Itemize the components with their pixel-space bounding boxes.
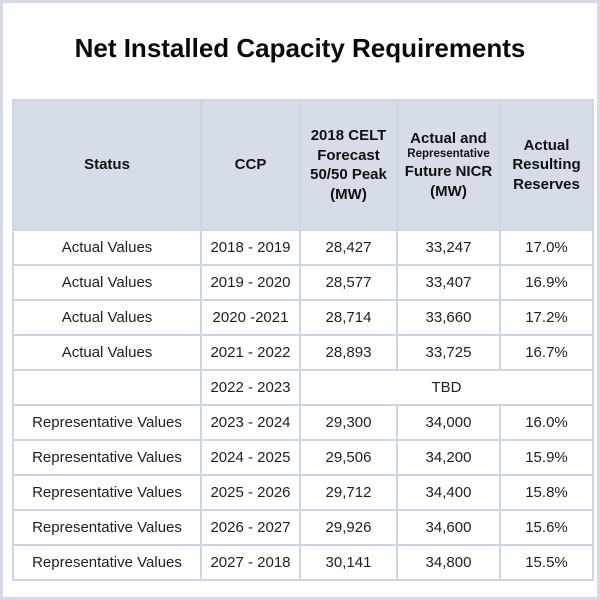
cell-nicr: 33,660 — [396, 299, 501, 336]
column-header-reserves: Actual Resulting Reserves — [499, 99, 594, 231]
cell-status: Actual Values — [12, 334, 202, 371]
cell-nicr: 34,600 — [396, 509, 501, 546]
table-row: Actual Values 2019 - 2020 28,577 33,407 16.9… — [12, 264, 594, 301]
cell-status: Actual Values — [12, 299, 202, 336]
table-row: Representative Values 2024 - 2025 29,506 34… — [12, 439, 594, 476]
table-container: Status CCP 2018 CELT Forecast 50/50 Peak (MW)… — [12, 99, 594, 581]
table-row: Representative Values 2027 - 2018 30,141 34… — [12, 544, 594, 581]
header-line: Forecast — [317, 146, 380, 164]
header-line: 50/50 Peak — [310, 166, 387, 183]
cell-ccp: 2019 - 2020 — [200, 264, 301, 301]
cell-forecast: 28,714 — [299, 299, 398, 336]
cell-status: Representative Values — [12, 544, 202, 581]
column-header-nicr: Actual and Representative Future NICR (MW) — [396, 99, 501, 231]
cell-reserves: 15.6% — [499, 509, 594, 546]
cell-forecast: 28,577 — [299, 264, 398, 301]
page-title: Net Installed Capacity Requirements — [74, 33, 526, 63]
table-body: Actual Values 2018 - 2019 28,427 33,247 17.0… — [12, 229, 594, 581]
column-header-ccp: CCP — [200, 99, 301, 231]
table-row: Actual Values 2018 - 2019 28,427 33,247 17.0… — [12, 229, 594, 266]
header-row: Status CCP 2018 CELT Forecast 50/50 Peak (MW)… — [12, 99, 594, 231]
column-header-status: Status — [12, 99, 202, 231]
cell-nicr: 34,400 — [396, 474, 501, 511]
cell-ccp: 2024 - 2025 — [200, 439, 301, 476]
table-row: Representative Values 2025 - 2026 29,712 34… — [12, 474, 594, 511]
header-line: Status — [84, 156, 130, 174]
cell-forecast: 29,926 — [299, 509, 398, 546]
cell-nicr: 34,200 — [396, 439, 501, 476]
header-line: Resulting — [512, 156, 581, 174]
table-row: Actual Values 2020 -2021 28,714 33,660 17.2% — [12, 299, 594, 336]
cell-nicr: 33,725 — [396, 334, 501, 371]
cell-status: Representative Values — [12, 404, 202, 441]
table-row: Actual Values 2021 - 2022 28,893 33,725 16.7… — [12, 334, 594, 371]
cell-ccp: 2020 -2021 — [200, 299, 301, 336]
header-line: Reserves — [513, 175, 580, 193]
cell-status — [12, 369, 202, 406]
cell-nicr: 33,247 — [396, 229, 501, 266]
cell-nicr: 34,800 — [396, 544, 501, 581]
cell-ccp: 2022 - 2023 — [200, 369, 301, 406]
cell-ccp: 2027 - 2018 — [200, 544, 301, 581]
cell-reserves: 17.2% — [499, 299, 594, 336]
cell-reserves: 16.7% — [499, 334, 594, 371]
table-row: Representative Values 2026 - 2027 29,926 34… — [12, 509, 594, 546]
cell-reserves: 16.0% — [499, 404, 594, 441]
header-line: (MW) — [430, 182, 467, 200]
cell-forecast: 30,141 — [299, 544, 398, 581]
cell-reserves: 16.9% — [499, 264, 594, 301]
cell-reserves: 15.9% — [499, 439, 594, 476]
cell-status: Representative Values — [12, 439, 202, 476]
cell-ccp: 2018 - 2019 — [200, 229, 301, 266]
cell-forecast: 29,712 — [299, 474, 398, 511]
header-line: Actual — [523, 136, 570, 154]
cell-status: Actual Values — [12, 229, 202, 266]
cell-reserves: 17.0% — [499, 229, 594, 266]
cell-nicr: 33,407 — [396, 264, 501, 301]
cell-status: Actual Values — [12, 264, 202, 301]
header-line: (MW) — [330, 185, 367, 203]
cell-reserves: 15.5% — [499, 544, 594, 581]
table-row: 2022 - 2023 TBD — [12, 369, 594, 406]
cell-ccp: 2023 - 2024 — [200, 404, 301, 441]
cell-merged-tbd: TBD — [299, 369, 594, 406]
header-line: Actual and — [410, 129, 487, 147]
header-line: Future NICR — [404, 163, 493, 181]
cell-status: Representative Values — [12, 474, 202, 511]
cell-reserves: 15.8% — [499, 474, 594, 511]
cell-ccp: 2026 - 2027 — [200, 509, 301, 546]
table-header: Status CCP 2018 CELT Forecast 50/50 Peak (MW)… — [12, 99, 594, 231]
header-line: Representative — [407, 148, 490, 161]
table-row: Representative Values 2023 - 2024 29,300 34… — [12, 404, 594, 441]
column-header-forecast: 2018 CELT Forecast 50/50 Peak (MW) — [299, 99, 398, 231]
cell-status: Representative Values — [12, 509, 202, 546]
cell-nicr: 34,000 — [396, 404, 501, 441]
cell-ccp: 2025 - 2026 — [200, 474, 301, 511]
cell-ccp: 2021 - 2022 — [200, 334, 301, 371]
header-line: 2018 CELT — [310, 127, 387, 144]
cell-forecast: 29,506 — [299, 439, 398, 476]
cell-forecast: 28,427 — [299, 229, 398, 266]
header-line: CCP — [234, 156, 267, 174]
cell-forecast: 28,893 — [299, 334, 398, 371]
capacity-requirements-table: Status CCP 2018 CELT Forecast 50/50 Peak (MW)… — [12, 99, 594, 581]
cell-forecast: 29,300 — [299, 404, 398, 441]
